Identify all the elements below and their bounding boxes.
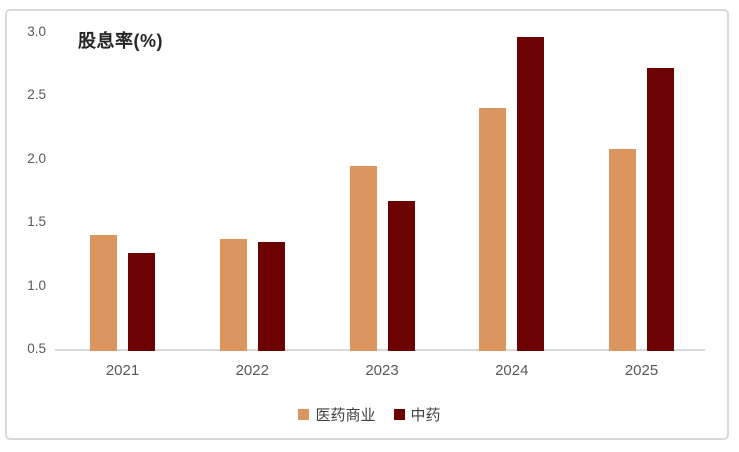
x-tick-label: 2022 xyxy=(235,362,269,379)
y-tick-label: 2.5 xyxy=(27,87,46,102)
y-tick-label: 0.5 xyxy=(27,341,46,356)
bar-2025-series-1 xyxy=(647,68,674,351)
x-tick-label: 2024 xyxy=(495,362,529,379)
bar-2025-series-0 xyxy=(609,149,636,351)
y-tick-label: 1.5 xyxy=(27,214,46,229)
legend-label: 医药商业 xyxy=(315,407,376,424)
legend-item: 中药 xyxy=(393,404,441,425)
legend-swatch-icon xyxy=(393,409,405,420)
bar-2021-series-1 xyxy=(128,253,155,351)
bar-2023-series-1 xyxy=(388,201,415,351)
chart-title: 股息率(%) xyxy=(78,31,163,51)
bar-2024-series-1 xyxy=(517,37,544,351)
y-tick-label: 2.0 xyxy=(27,150,46,166)
x-axis-line xyxy=(55,349,705,351)
legend-item: 医药商业 xyxy=(298,404,376,425)
y-tick-label: 3.0 xyxy=(27,23,46,39)
bar-2024-series-0 xyxy=(479,108,506,351)
legend: 医药商业 中药 xyxy=(0,404,739,425)
legend-label: 中药 xyxy=(410,407,441,424)
x-tick-label: 2023 xyxy=(365,362,399,379)
y-tick-label: 1.0 xyxy=(27,277,46,293)
x-tick-label: 2021 xyxy=(105,362,140,379)
bar-2023-series-0 xyxy=(350,166,377,351)
bar-2022-series-1 xyxy=(258,242,285,351)
x-tick-label: 2025 xyxy=(624,362,659,379)
bar-2021-series-0 xyxy=(90,235,117,351)
bar-2022-series-0 xyxy=(220,239,247,351)
legend-swatch-icon xyxy=(298,409,310,420)
